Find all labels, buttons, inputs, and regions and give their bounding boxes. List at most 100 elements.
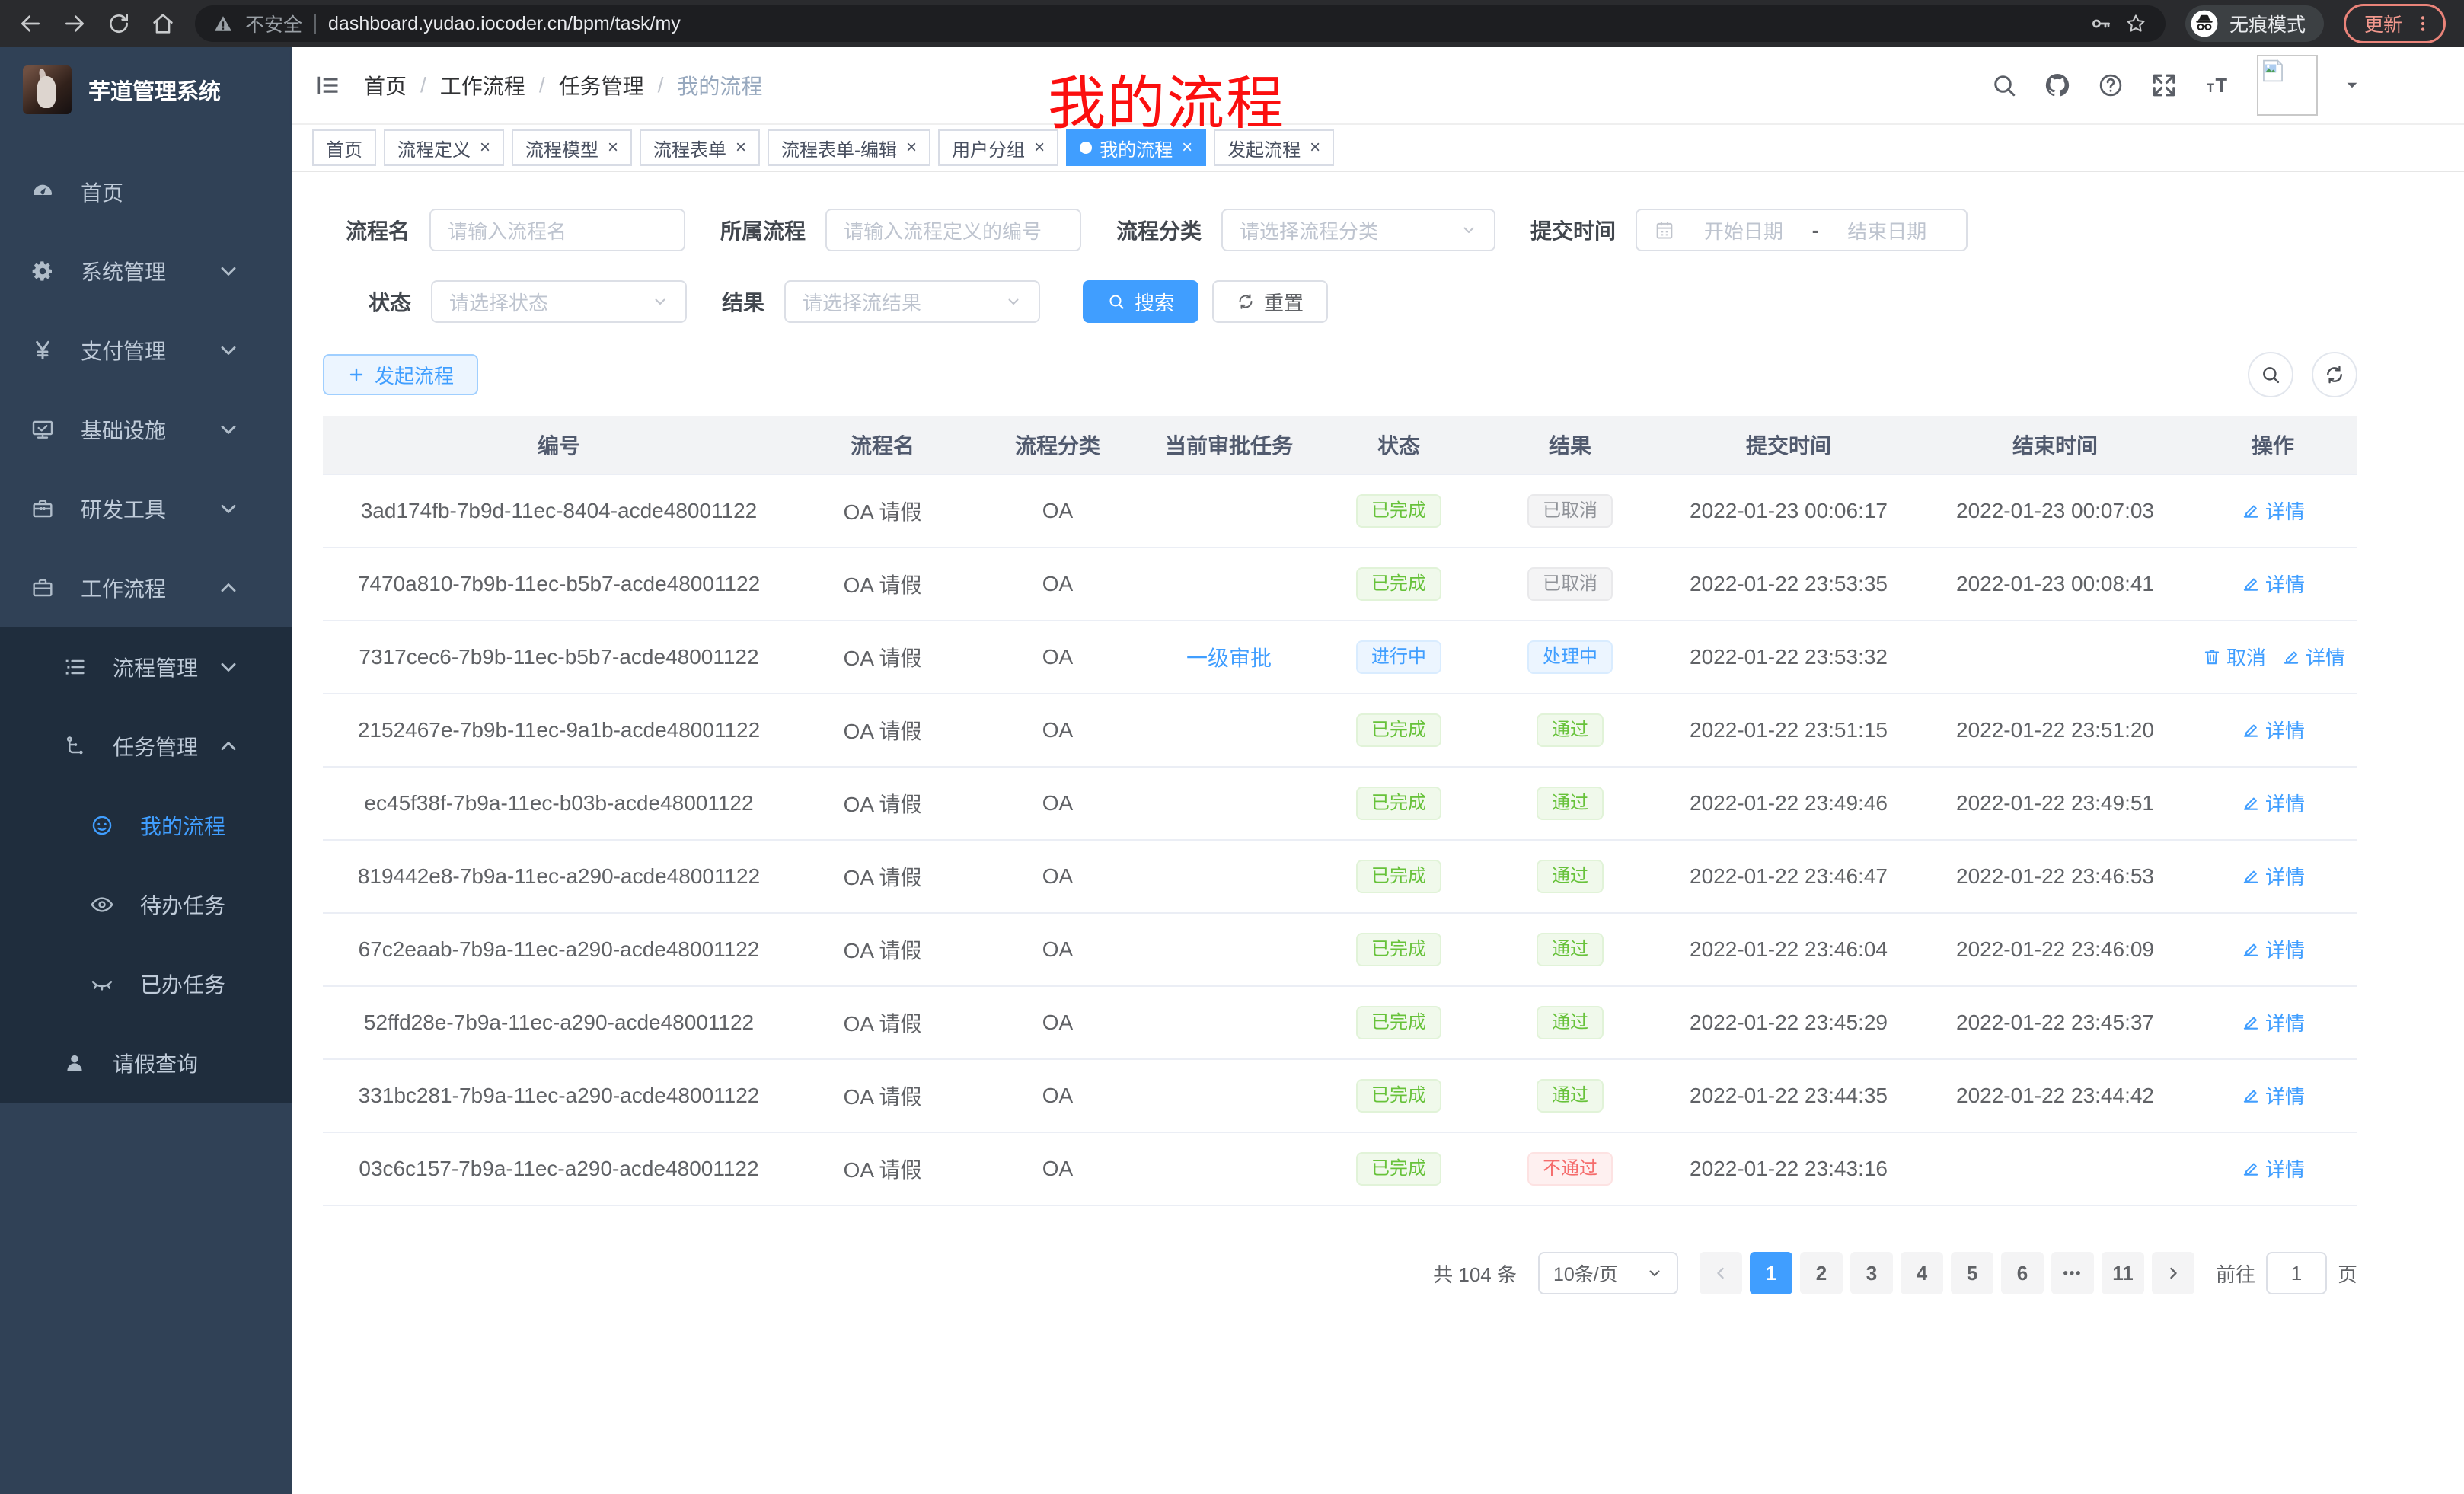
search-icon[interactable] xyxy=(1990,72,2018,99)
sidebar-collapse-icon[interactable] xyxy=(314,72,341,99)
next-page-button[interactable] xyxy=(2151,1252,2194,1294)
cell-result: 通过 xyxy=(1485,694,1655,768)
cell-submit-time: 2022-01-22 23:45:29 xyxy=(1655,986,1922,1060)
detail-link[interactable]: 详情 xyxy=(2241,570,2305,598)
sidebar-item-支付管理[interactable]: 支付管理 xyxy=(0,311,292,390)
detail-link[interactable]: 详情 xyxy=(2241,862,2305,890)
avatar[interactable] xyxy=(2257,55,2318,116)
tab-close-icon[interactable]: × xyxy=(480,137,491,158)
cell-end-time xyxy=(1922,1132,2188,1206)
sidebar-item-我的流程[interactable]: 我的流程 xyxy=(0,786,292,865)
tab-流程表单[interactable]: 流程表单 × xyxy=(640,129,761,166)
page-button-11[interactable]: 11 xyxy=(2101,1252,2144,1294)
sidebar-item-请假查询[interactable]: 请假查询 xyxy=(0,1023,292,1103)
tab-close-icon[interactable]: × xyxy=(1182,137,1193,158)
cell-current-task xyxy=(1145,913,1313,987)
page-button-2[interactable]: 2 xyxy=(1799,1252,1843,1294)
sidebar: 芋道管理系统 首页 系统管理 支付管理 基础设施研发工具工作流程 流程管理 任务管理 我的流… xyxy=(0,47,292,1494)
browser-reload-icon[interactable] xyxy=(107,11,131,36)
breadcrumb-home[interactable]: 首页 xyxy=(364,75,407,98)
page-button-3[interactable]: 3 xyxy=(1850,1252,1893,1294)
sidebar-item-基础设施[interactable]: 基础设施 xyxy=(0,390,292,469)
action-label: 详情 xyxy=(2265,719,2305,742)
github-icon[interactable] xyxy=(2044,72,2071,99)
address-bar[interactable]: 不安全 dashboard.yudao.iocoder.cn/bpm/task/… xyxy=(195,5,2166,42)
sidebar-item-工作流程[interactable]: 工作流程 xyxy=(0,548,292,627)
page-size-select[interactable]: 10条/页 xyxy=(1537,1252,1678,1294)
reset-button[interactable]: 重置 xyxy=(1212,280,1329,323)
page-button-6[interactable]: 6 xyxy=(2000,1252,2044,1294)
page-ellipsis[interactable]: ••• xyxy=(2051,1252,2094,1294)
sidebar-item-首页[interactable]: 首页 xyxy=(0,152,292,231)
tab-首页[interactable]: 首页 xyxy=(312,129,376,166)
detail-link[interactable]: 详情 xyxy=(2281,643,2345,671)
submit-time-range-picker[interactable]: 开始日期 - 结束日期 xyxy=(1636,209,1968,251)
detail-link[interactable]: 详情 xyxy=(2241,1008,2305,1036)
detail-link[interactable]: 详情 xyxy=(2241,789,2305,817)
prev-page-button[interactable] xyxy=(1699,1252,1742,1294)
search-button[interactable]: 搜索 xyxy=(1083,280,1199,323)
sidebar-item-系统管理[interactable]: 系统管理 xyxy=(0,231,292,311)
tab-close-icon[interactable]: × xyxy=(906,137,918,158)
detail-link[interactable]: 详情 xyxy=(2241,935,2305,963)
tab-close-icon[interactable]: × xyxy=(1310,137,1321,158)
breadcrumb-workflow[interactable]: 工作流程 xyxy=(439,75,525,98)
tab-流程定义[interactable]: 流程定义 × xyxy=(384,129,505,166)
tab-我的流程[interactable]: 我的流程 × xyxy=(1066,129,1207,166)
page-button-1[interactable]: 1 xyxy=(1749,1252,1792,1294)
current-task-link[interactable]: 一级审批 xyxy=(1186,646,1272,670)
help-icon[interactable] xyxy=(2097,72,2124,99)
sidebar-item-待办任务[interactable]: 待办任务 xyxy=(0,865,292,944)
page-button-5[interactable]: 5 xyxy=(1950,1252,1993,1294)
app-logo-row[interactable]: 芋道管理系统 xyxy=(0,47,292,132)
tab-用户分组[interactable]: 用户分组 × xyxy=(938,129,1059,166)
tab-close-icon[interactable]: × xyxy=(1034,137,1045,158)
tab-流程模型[interactable]: 流程模型 × xyxy=(512,129,633,166)
page-button-4[interactable]: 4 xyxy=(1900,1252,1943,1294)
browser-home-icon[interactable] xyxy=(151,11,175,36)
sidebar-item-流程管理[interactable]: 流程管理 xyxy=(0,627,292,707)
show-search-button[interactable] xyxy=(2248,352,2293,397)
search-icon xyxy=(2260,364,2281,385)
detail-link[interactable]: 详情 xyxy=(2241,1081,2305,1109)
chevron-down-icon xyxy=(216,734,241,758)
tab-流程表单-编辑[interactable]: 流程表单-编辑 × xyxy=(768,129,931,166)
tab-close-icon[interactable]: × xyxy=(608,137,619,158)
tab-close-icon[interactable]: × xyxy=(736,137,747,158)
avatar-caret-icon[interactable] xyxy=(2344,77,2360,94)
category-select[interactable]: 请选择流程分类 xyxy=(1221,209,1496,251)
detail-link[interactable]: 详情 xyxy=(2241,1154,2305,1183)
calendar-icon xyxy=(1654,219,1675,241)
browser-update-button[interactable]: 更新 xyxy=(2343,4,2446,43)
cancel-link[interactable]: 取消 xyxy=(2202,643,2266,671)
cell-id: 52ffd28e-7b9a-11ec-a290-acde48001122 xyxy=(323,986,795,1060)
password-key-icon[interactable] xyxy=(2089,12,2112,35)
result-select[interactable]: 请选择流结果 xyxy=(784,280,1041,323)
breadcrumb-task[interactable]: 任务管理 xyxy=(558,75,644,98)
sidebar-item-任务管理[interactable]: 任务管理 xyxy=(0,707,292,786)
process-name-input[interactable]: 请输入流程名 xyxy=(429,209,686,251)
monitor-icon xyxy=(30,417,55,442)
tab-label: 流程定义 xyxy=(397,139,471,161)
fullscreen-icon[interactable] xyxy=(2150,72,2178,99)
detail-link[interactable]: 详情 xyxy=(2241,496,2305,525)
detail-link[interactable]: 详情 xyxy=(2241,716,2305,744)
process-def-placeholder: 请输入流程定义的编号 xyxy=(844,219,1042,243)
cell-submit-time: 2022-01-22 23:53:32 xyxy=(1655,621,1922,694)
sidebar-item-已办任务[interactable]: 已办任务 xyxy=(0,944,292,1023)
process-def-input[interactable]: 请输入流程定义的编号 xyxy=(825,209,1082,251)
sidebar-item-研发工具[interactable]: 研发工具 xyxy=(0,469,292,548)
bookmark-star-icon[interactable] xyxy=(2124,12,2147,35)
edit-icon xyxy=(2241,866,2261,886)
yen-icon xyxy=(30,338,55,362)
goto-page-input[interactable]: 1 xyxy=(2265,1252,2327,1294)
status-select[interactable]: 请选择状态 xyxy=(431,280,688,323)
refresh-table-button[interactable] xyxy=(2312,352,2357,397)
sidebar-item-label: 研发工具 xyxy=(81,498,167,522)
create-process-button[interactable]: 发起流程 xyxy=(323,354,479,395)
browser-forward-icon[interactable] xyxy=(62,11,87,36)
tab-发起流程[interactable]: 发起流程 × xyxy=(1214,129,1335,166)
browser-menu-icon[interactable] xyxy=(2413,14,2433,34)
browser-back-icon[interactable] xyxy=(18,11,43,36)
